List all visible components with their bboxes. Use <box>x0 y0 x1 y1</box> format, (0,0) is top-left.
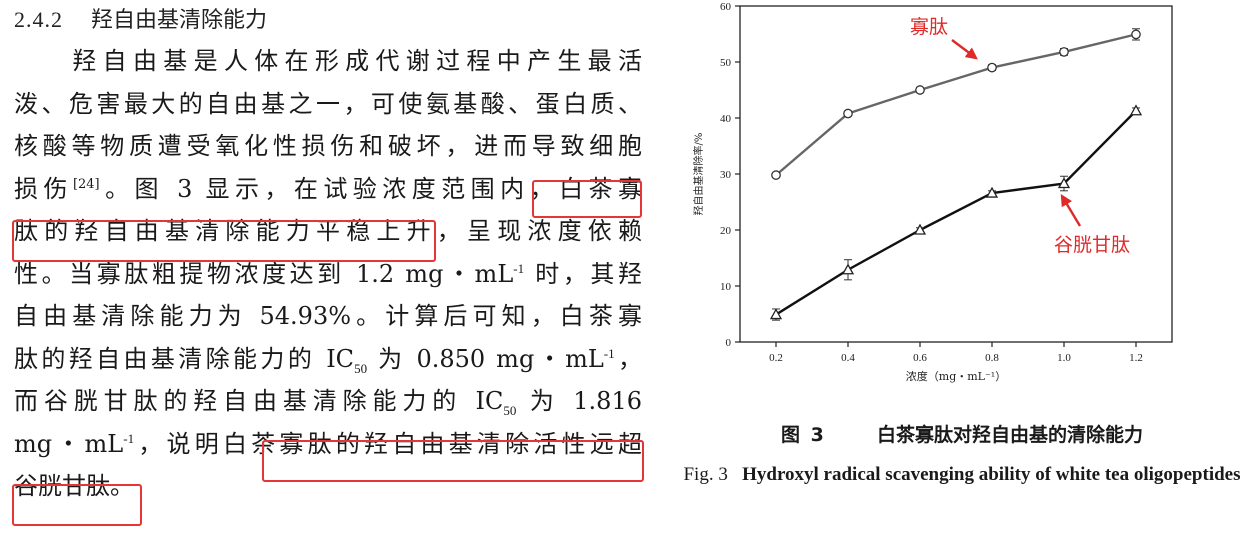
x-axis-label: 浓度（mg・mL⁻¹） <box>906 369 1006 383</box>
paragraph-line: 核酸等物质遭受氧化性损伤和破坏，进而导致细胞 <box>14 132 642 160</box>
annotation-arrow <box>951 39 978 60</box>
data-point-circle <box>987 62 997 73</box>
citation-ref: [24] <box>72 176 100 192</box>
paragraph-line: 性。当寡肽粗提物浓度达到 1.2 mg・mL-1 时，其羟 <box>14 259 642 288</box>
data-point-circle <box>843 108 853 119</box>
data-point-triangle <box>1057 177 1071 189</box>
paragraph-line: 而谷胱甘肽的羟自由基清除能力的 IC50 为 1.816 <box>14 387 642 418</box>
x-tick-label: 1.2 <box>1129 352 1143 364</box>
y-axis-label: 羟自由基清除率/% <box>692 133 705 216</box>
body-paragraph: 羟自由基是人体在形成代谢过程中产生最活 泼、危害最大的自由基之一，可使氨基酸、蛋… <box>14 40 642 508</box>
y-tick-label: 0 <box>726 337 732 349</box>
data-point-triangle <box>841 263 855 275</box>
data-point-triangle <box>1129 104 1143 116</box>
data-point-circle <box>915 85 925 95</box>
line-chart: 0 10 20 30 40 50 60 0.2 0.4 0.6 0.8 1.0 1.2 浓度（mg・mL⁻… <box>692 1 1173 383</box>
section-heading: 2.4.2 羟自由基清除能力 <box>14 4 267 37</box>
data-point-circle <box>1059 47 1069 57</box>
section-title: 羟自由基清除能力 <box>91 8 268 33</box>
paragraph-line: 肽的羟自由基清除能力平稳上升，呈现浓度依赖 <box>14 217 642 245</box>
paragraph-line: 谷胱甘肽。 <box>14 472 134 500</box>
x-tick-label: 1.0 <box>1057 352 1071 364</box>
data-point-circle <box>1131 29 1141 40</box>
y-tick-label: 30 <box>720 169 732 181</box>
figure-panel: 0 10 20 30 40 50 60 0.2 0.4 0.6 0.8 1.0 1.2 浓度（mg・mL⁻… <box>676 0 1248 533</box>
x-tick-label: 0.8 <box>985 352 999 364</box>
paragraph-line: 肽的羟自由基清除能力的 IC50 为 0.850 mg・mL-1， <box>14 344 642 376</box>
figure-label-cn: 图 3 <box>781 424 824 446</box>
section-number: 2.4.2 <box>14 7 63 32</box>
y-tick-label: 60 <box>720 1 732 13</box>
x-tick-label: 0.6 <box>913 352 927 364</box>
y-tick-label: 20 <box>720 225 732 237</box>
plot-frame <box>739 5 1173 343</box>
annotation-peptide: 寡肽 <box>910 16 949 38</box>
figure-caption-en: Fig. 3 Hydroxyl radical scavenging abili… <box>676 460 1248 490</box>
data-point-triangle <box>985 186 999 198</box>
figure-title-cn: 白茶寡肽对羟自由基的清除能力 <box>876 424 1143 446</box>
annotation-glutathione: 谷胱甘肽 <box>1054 234 1131 256</box>
y-tick-label: 10 <box>720 281 732 293</box>
paragraph-line: 泼、危害最大的自由基之一，可使氨基酸、蛋白质、 <box>14 89 642 118</box>
annotation-arrow <box>1060 193 1082 227</box>
article-text-column: 2.4.2 羟自由基清除能力 羟自由基是人体在形成代谢过程中产生最活 泼、危害最大… <box>12 0 654 533</box>
paragraph-line: 羟自由基是人体在形成代谢过程中产生最活 <box>66 47 642 75</box>
figure-label-en: Fig. 3 <box>683 464 728 485</box>
series-line-glutathione <box>775 109 1137 316</box>
paragraph-line: 损伤[24]。图 3 显示，在试验浓度范围内，白茶寡 <box>14 174 643 203</box>
x-tick-label: 0.2 <box>769 352 783 364</box>
data-point-triangle <box>769 308 783 320</box>
series-line-peptide <box>775 33 1137 177</box>
paragraph-line: mg・mL-1，说明白茶寡肽的羟自由基清除活性远超 <box>14 429 642 458</box>
data-point-triangle <box>913 223 927 235</box>
y-tick-label: 40 <box>720 113 732 125</box>
x-tick-label: 0.4 <box>841 352 855 364</box>
data-point-circle <box>771 170 781 180</box>
figure-caption-cn: 图 3 白茶寡肽对羟自由基的清除能力 <box>676 420 1248 447</box>
y-tick-label: 50 <box>720 57 732 69</box>
paragraph-line: 自由基清除能力为 54.93%。计算后可知，白茶寡 <box>14 302 642 330</box>
figure-title-en: Hydroxyl radical scavenging ability of w… <box>742 464 1241 485</box>
